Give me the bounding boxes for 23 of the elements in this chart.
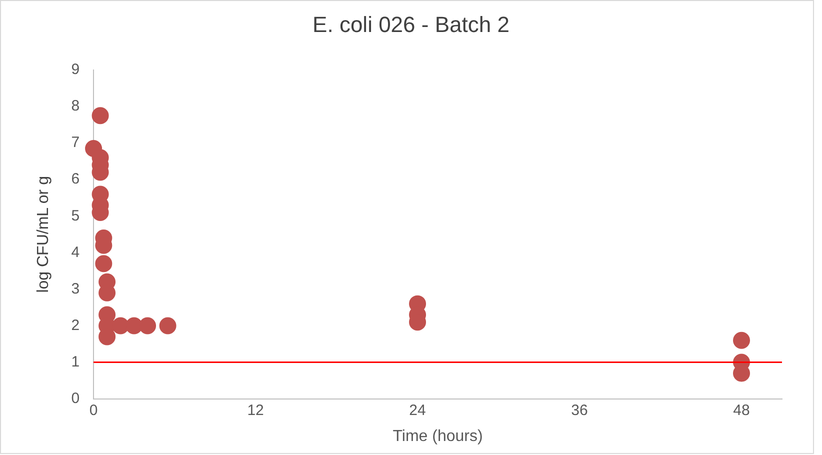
x-tick-label: 0 (89, 402, 98, 419)
x-axis-title: Time (hours) (392, 428, 483, 445)
y-tick-label: 0 (71, 390, 80, 407)
y-tick-label: 5 (71, 207, 80, 224)
point (733, 332, 750, 349)
y-tick-label: 4 (71, 244, 80, 261)
y-tick-label: 8 (71, 98, 80, 115)
x-tick-label: 36 (571, 402, 588, 419)
y-tick-label: 3 (71, 280, 80, 298)
x-tick-label: 12 (247, 402, 264, 419)
x-tick-label: 48 (733, 402, 750, 419)
y-axis-title: log CFU/mL or g (35, 176, 52, 293)
point (92, 107, 109, 124)
point (159, 317, 176, 334)
point (95, 255, 112, 272)
x-tick-label: 24 (409, 402, 426, 419)
y-tick-label: 1 (71, 353, 80, 370)
chart-title: E. coli 026 - Batch 2 (312, 12, 510, 38)
point (139, 317, 156, 334)
y-tick-label: 6 (71, 170, 80, 188)
y-tick-label: 2 (71, 316, 80, 334)
y-tick-label: 9 (71, 61, 80, 78)
y-tick-label: 7 (71, 134, 80, 152)
